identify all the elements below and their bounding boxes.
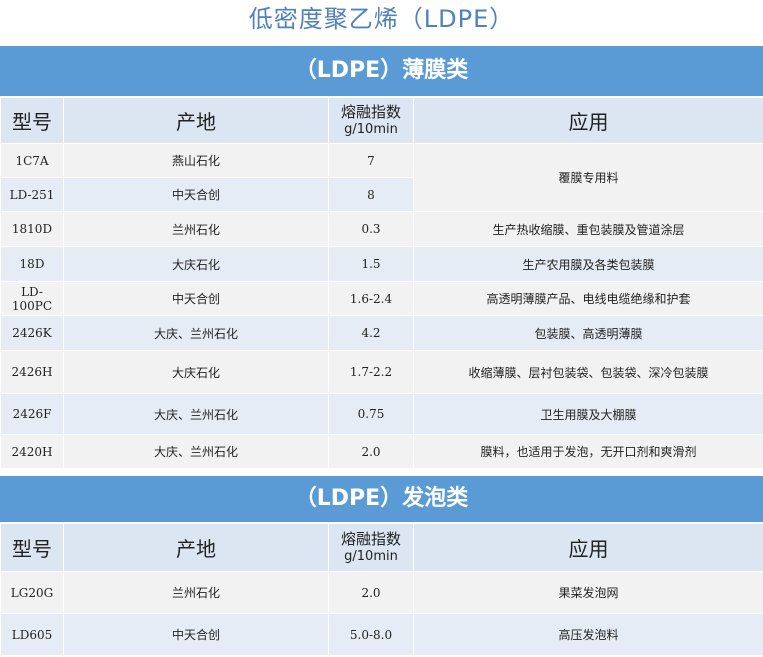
cell-mfi: 0.3: [328, 211, 414, 247]
cell-model: LD605: [0, 613, 64, 656]
cell-origin: 大庆、兰州石化: [63, 434, 329, 469]
cell-mfi: 2.0: [328, 434, 414, 469]
header-model: 型号: [0, 97, 64, 144]
cell-model: LG20G: [0, 571, 64, 614]
cell-origin: 中天合创: [63, 177, 329, 212]
header-mfi-line2: g/10min: [344, 548, 398, 564]
cell-application: 收缩薄膜、层衬包装袋、包装袋、深冷包装膜: [413, 350, 763, 394]
cell-model: 1C7A: [0, 143, 64, 178]
cell-model: LD-100PC: [0, 281, 64, 316]
section-band-foam-label: （LDPE）发泡类: [294, 486, 469, 511]
cell-mfi: 5.0-8.0: [328, 613, 414, 656]
header-application: 应用: [413, 523, 763, 572]
header-application: 应用: [413, 97, 763, 144]
cell-origin: 大庆、兰州石化: [63, 315, 329, 351]
cell-model: LD-251: [0, 177, 64, 212]
cell-model: 2426K: [0, 315, 64, 351]
table-row: 2426K 大庆、兰州石化 4.2 包装膜、高透明薄膜: [0, 315, 763, 351]
table-row: 18D 大庆石化 1.5 生产农用膜及各类包装膜: [0, 246, 763, 282]
cell-origin: 燕山石化: [63, 143, 329, 178]
table-row: LD605 中天合创 5.0-8.0 高压发泡料: [0, 613, 763, 656]
header-origin: 产地: [63, 97, 329, 144]
page-title: 低密度聚乙烯（LDPE）: [248, 5, 515, 33]
table-row: LD-251 中天合创 8: [0, 177, 763, 212]
cell-mfi: 1.5: [328, 246, 414, 282]
cell-origin: 中天合创: [63, 281, 329, 316]
table-header-row: 型号 产地 熔融指数 g/10min 应用: [0, 523, 763, 572]
cell-mfi: 0.75: [328, 393, 414, 435]
cell-application: 膜料，也适用于发泡，无开口剂和爽滑剂: [413, 434, 763, 469]
cell-mfi: 1.7-2.2: [328, 350, 414, 394]
table-row: LD-100PC 中天合创 1.6-2.4 高透明薄膜产品、电线电缆绝缘和护套: [0, 281, 763, 316]
cell-mfi: 4.2: [328, 315, 414, 351]
table-row: 1810D 兰州石化 0.3 生产热收缩膜、重包装膜及管道涂层: [0, 211, 763, 247]
header-origin: 产地: [63, 523, 329, 572]
cell-application: 高透明薄膜产品、电线电缆绝缘和护套: [413, 281, 763, 316]
section-band-foam: （LDPE）发泡类: [0, 476, 763, 522]
cell-origin: 大庆、兰州石化: [63, 393, 329, 435]
cell-mfi: 1.6-2.4: [328, 281, 414, 316]
cell-application: 覆膜专用料: [413, 143, 763, 212]
header-mfi-line1: 熔融指数: [340, 529, 401, 548]
cell-application: 生产农用膜及各类包装膜: [413, 246, 763, 282]
cell-origin: 兰州石化: [63, 571, 329, 614]
cell-origin: 大庆石化: [63, 246, 329, 282]
cell-origin: 中天合创: [63, 613, 329, 656]
foam-table: 型号 产地 熔融指数 g/10min 应用 LG20G 兰州石化 2.0 果菜发…: [0, 523, 763, 656]
table-row: 1C7A 燕山石化 7 覆膜专用料: [0, 143, 763, 212]
header-mfi-line2: g/10min: [344, 121, 398, 137]
header-mfi-line1: 熔融指数: [340, 102, 401, 121]
section-band-film: （LDPE）薄膜类: [0, 46, 763, 96]
cell-origin: 大庆石化: [63, 350, 329, 394]
header-model: 型号: [0, 523, 64, 572]
cell-model: 1810D: [0, 211, 64, 247]
header-mfi: 熔融指数 g/10min: [328, 523, 414, 572]
cell-application: 卫生用膜及大棚膜: [413, 393, 763, 435]
cell-origin: 兰州石化: [63, 211, 329, 247]
table-row: 2420H 大庆、兰州石化 2.0 膜料，也适用于发泡，无开口剂和爽滑剂: [0, 434, 763, 469]
table-row: LG20G 兰州石化 2.0 果菜发泡网: [0, 571, 763, 614]
cell-model: 2426H: [0, 350, 64, 394]
cell-application: 包装膜、高透明薄膜: [413, 315, 763, 351]
cell-application: 高压发泡料: [413, 613, 763, 656]
table-header-row: 型号 产地 熔融指数 g/10min 应用: [0, 97, 763, 144]
film-table: 型号 产地 熔融指数 g/10min 应用 1C7A 燕山石化 7 覆膜专用料 …: [0, 97, 763, 469]
cell-model: 2426F: [0, 393, 64, 435]
table-row: 2426F 大庆、兰州石化 0.75 卫生用膜及大棚膜: [0, 393, 763, 435]
cell-mfi: 7: [328, 143, 414, 178]
section-band-film-label: （LDPE）薄膜类: [294, 58, 469, 83]
cell-application: 果菜发泡网: [413, 571, 763, 614]
cell-mfi: 8: [328, 177, 414, 212]
cell-application: 生产热收缩膜、重包装膜及管道涂层: [413, 211, 763, 247]
header-mfi: 熔融指数 g/10min: [328, 97, 414, 144]
table-row: 2426H 大庆石化 1.7-2.2 收缩薄膜、层衬包装袋、包装袋、深冷包装膜: [0, 350, 763, 394]
cell-mfi: 2.0: [328, 571, 414, 614]
cell-model: 2420H: [0, 434, 64, 469]
cell-model: 18D: [0, 246, 64, 282]
